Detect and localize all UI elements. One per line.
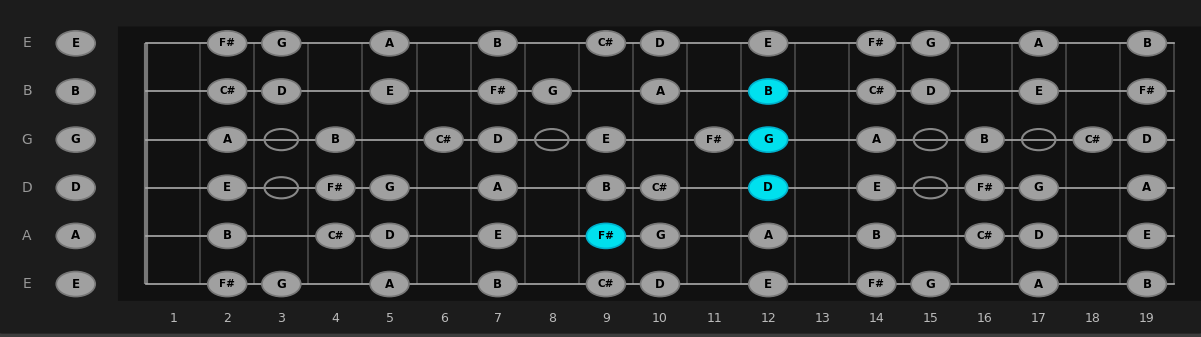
Text: A: A [1142,181,1152,194]
Ellipse shape [316,223,354,248]
Text: 3: 3 [277,312,286,325]
Text: E: E [494,229,502,242]
Text: F#: F# [220,38,235,48]
Ellipse shape [208,223,246,248]
Ellipse shape [370,79,410,104]
Text: B: B [331,133,340,146]
Text: C#: C# [327,231,343,241]
Ellipse shape [858,272,896,297]
Ellipse shape [56,31,95,56]
Text: B: B [494,278,502,290]
Text: E: E [23,36,31,50]
Text: B: B [222,229,232,242]
Ellipse shape [478,223,518,248]
Text: 13: 13 [814,312,830,325]
Text: E: E [602,133,610,146]
Text: C#: C# [598,38,614,48]
Ellipse shape [208,79,246,104]
Text: F#: F# [490,87,506,96]
Text: A: A [71,229,80,242]
Ellipse shape [966,175,1004,200]
Text: E: E [72,278,79,290]
Ellipse shape [586,272,626,297]
Ellipse shape [56,175,95,200]
Text: C#: C# [652,183,668,193]
Ellipse shape [478,79,518,104]
Text: G: G [22,133,32,147]
Text: C#: C# [436,134,452,145]
Ellipse shape [748,272,788,297]
Ellipse shape [478,127,518,152]
Text: C#: C# [868,87,885,96]
Text: B: B [23,85,32,98]
Ellipse shape [1128,79,1166,104]
Text: E: E [1143,229,1151,242]
Ellipse shape [966,223,1004,248]
Text: D: D [276,85,286,98]
Text: D: D [1034,229,1044,242]
Ellipse shape [748,175,788,200]
Text: G: G [546,85,557,98]
Text: G: G [276,278,286,290]
Ellipse shape [1074,127,1112,152]
Ellipse shape [262,79,300,104]
Text: D: D [1142,133,1152,146]
Text: F#: F# [976,183,992,193]
Text: 7: 7 [494,312,502,325]
Text: 11: 11 [706,312,722,325]
Ellipse shape [208,272,246,297]
Ellipse shape [56,127,95,152]
Ellipse shape [858,79,896,104]
Text: F#: F# [598,231,614,241]
Text: 4: 4 [331,312,340,325]
Text: 19: 19 [1139,312,1155,325]
Text: B: B [764,85,772,98]
Text: G: G [655,229,665,242]
Text: 8: 8 [548,312,556,325]
Ellipse shape [640,223,680,248]
Text: A: A [1034,37,1044,50]
Ellipse shape [1128,127,1166,152]
Text: G: G [276,37,286,50]
Text: A: A [872,133,882,146]
Text: A: A [1034,278,1044,290]
Text: A: A [764,229,772,242]
Text: D: D [492,133,502,146]
Text: A: A [23,229,31,243]
Text: G: G [71,133,80,146]
Text: C#: C# [219,87,235,96]
Ellipse shape [1020,175,1058,200]
Text: 10: 10 [652,312,668,325]
Text: 18: 18 [1085,312,1101,325]
Text: A: A [386,37,394,50]
Ellipse shape [640,79,680,104]
Ellipse shape [586,127,626,152]
Ellipse shape [748,31,788,56]
Text: D: D [384,229,394,242]
Ellipse shape [748,79,788,104]
Ellipse shape [694,127,734,152]
Ellipse shape [912,79,950,104]
Text: G: G [1034,181,1044,194]
Text: B: B [494,37,502,50]
Ellipse shape [370,272,410,297]
Text: C#: C# [976,231,993,241]
Text: 1: 1 [169,312,177,325]
Text: D: D [71,181,80,194]
Ellipse shape [56,272,95,297]
Text: F#: F# [706,134,722,145]
Ellipse shape [316,175,354,200]
Text: D: D [655,278,665,290]
Text: D: D [22,181,32,195]
Text: B: B [980,133,990,146]
Ellipse shape [912,31,950,56]
Ellipse shape [1128,272,1166,297]
Ellipse shape [858,223,896,248]
Text: F#: F# [868,38,884,48]
Ellipse shape [478,272,518,297]
Ellipse shape [966,127,1004,152]
Ellipse shape [1128,175,1166,200]
Ellipse shape [586,31,626,56]
Ellipse shape [1128,223,1166,248]
